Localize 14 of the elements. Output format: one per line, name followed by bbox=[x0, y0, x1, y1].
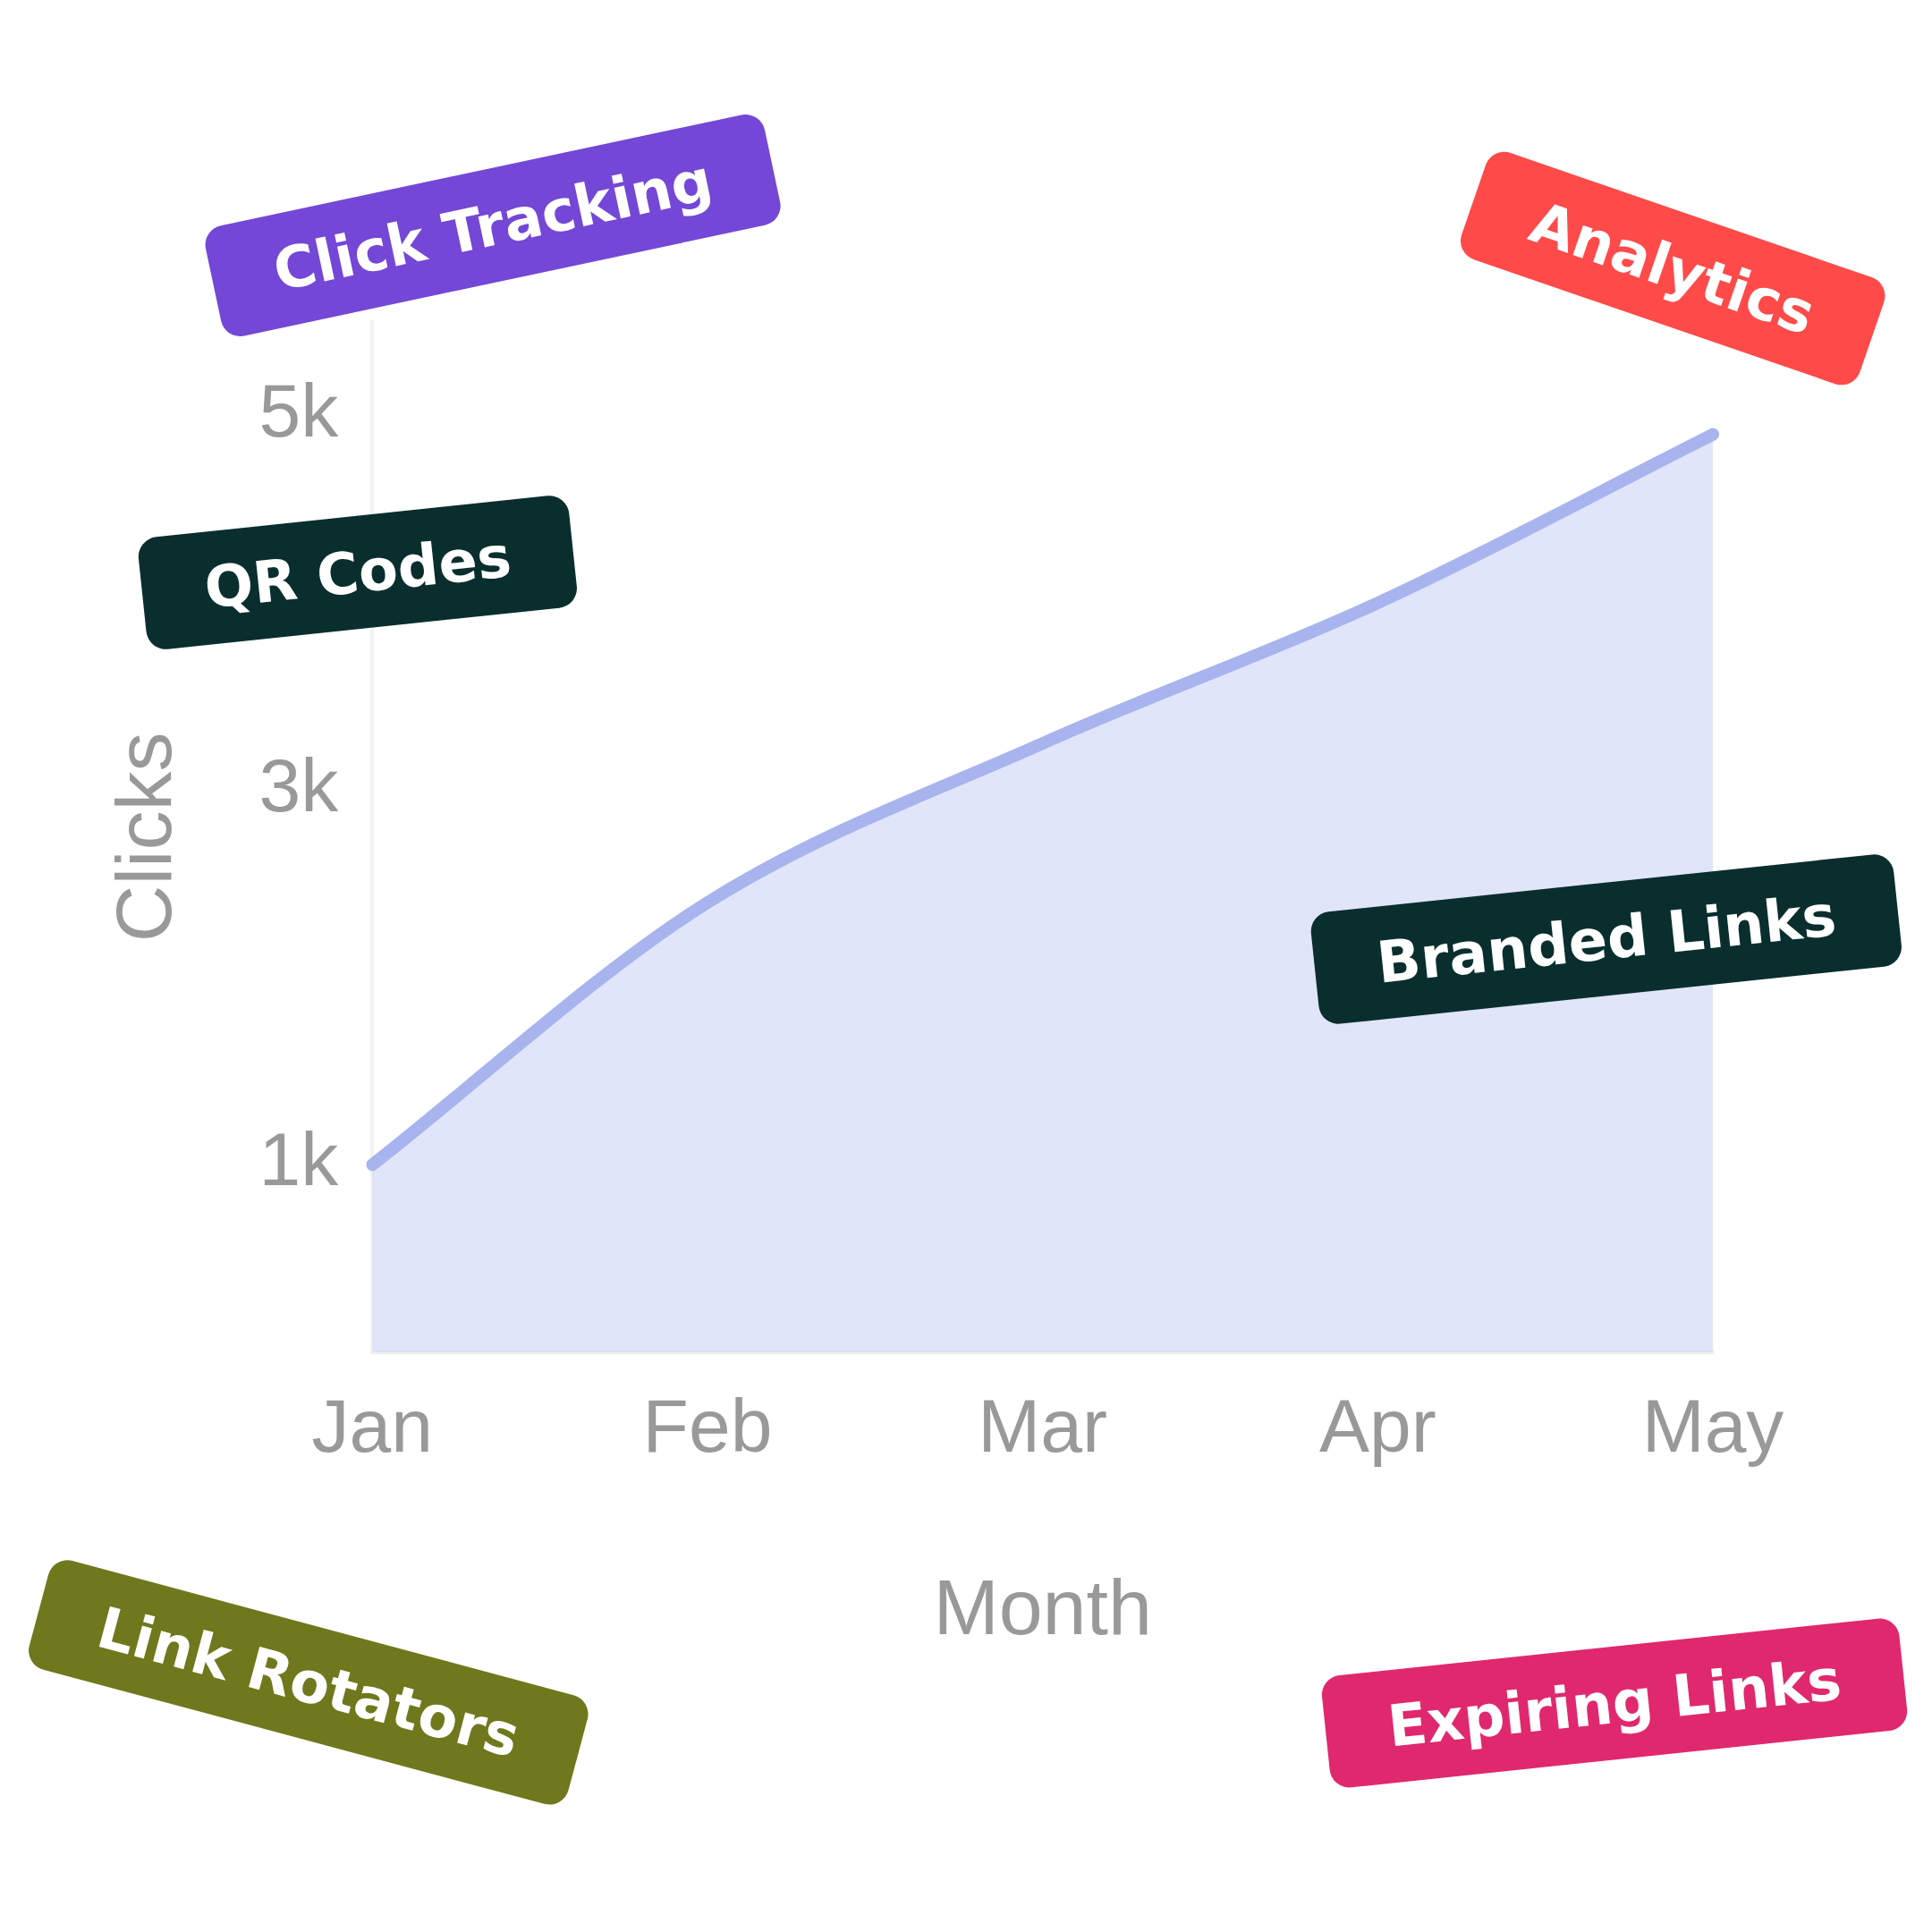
x-axis-title: Month bbox=[933, 1563, 1152, 1652]
text: Click Tracking bbox=[201, 110, 784, 341]
y-tick-label: 5k bbox=[258, 368, 340, 453]
annotation: QR Codes bbox=[136, 494, 580, 651]
annotation: Branded Links bbox=[1309, 852, 1904, 1026]
y-tick-label: 3k bbox=[258, 742, 340, 827]
x-tick-label: Jan bbox=[311, 1384, 434, 1469]
x-tick-label: Mar bbox=[978, 1384, 1107, 1469]
x-tick-label: May bbox=[1641, 1384, 1784, 1469]
text: Expiring Links bbox=[1319, 1616, 1910, 1790]
x-tick-label: Apr bbox=[1318, 1384, 1436, 1469]
y-tick-label: 1k bbox=[258, 1117, 340, 1202]
y-axis-title: Clicks bbox=[99, 732, 189, 943]
x-tick-label: Feb bbox=[642, 1384, 773, 1469]
